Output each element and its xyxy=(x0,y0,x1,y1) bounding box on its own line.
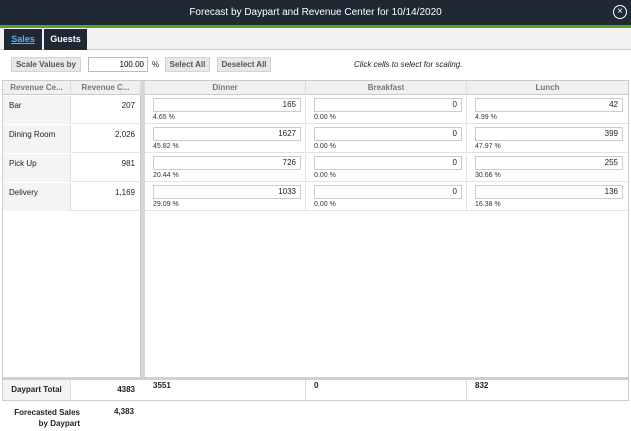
revenue-center-pane: Revenue Ce... Revenue C... Bar 207 Dinin… xyxy=(3,81,141,400)
header-revenue-total[interactable]: Revenue C... xyxy=(71,81,141,95)
deselect-all-button[interactable]: Deselect All xyxy=(217,57,271,72)
scale-value-input[interactable] xyxy=(88,57,148,72)
cell-value[interactable]: 1627 xyxy=(153,127,301,141)
cell-percent: 0.00 % xyxy=(314,143,336,150)
cell-percent: 47.97 % xyxy=(475,143,501,150)
cell-value[interactable]: 0 xyxy=(314,127,462,141)
daypart-cell-breakfast: 0 0.00 % xyxy=(306,183,467,211)
cell-percent: 16.38 % xyxy=(475,201,501,208)
cell-percent: 0.00 % xyxy=(314,114,336,121)
revenue-center-row: Bar 207 xyxy=(3,96,141,124)
cell-value[interactable]: 1033 xyxy=(153,185,301,199)
tab-guests[interactable]: Guests xyxy=(44,29,87,50)
daypart-row: 726 20.44 % 0 0.00 % 255 30.66 % xyxy=(145,154,628,182)
header-lunch[interactable]: Lunch xyxy=(467,81,628,95)
revenue-center-name: Pick Up xyxy=(3,154,71,182)
scale-values-button[interactable]: Scale Values by xyxy=(11,57,81,72)
revenue-center-name: Delivery xyxy=(3,183,71,211)
cell-value[interactable]: 399 xyxy=(475,127,623,141)
cell-value[interactable]: 136 xyxy=(475,185,623,199)
daypart-cell-breakfast: 0 0.00 % xyxy=(306,125,467,153)
total-breakfast: 0 xyxy=(306,380,467,400)
total-dinner: 3551 xyxy=(145,380,306,400)
cell-percent: 45.82 % xyxy=(153,143,179,150)
forecast-footer: Forecasted Sales by Daypart 4,383 xyxy=(2,403,629,430)
daypart-cell-lunch: 42 4.99 % xyxy=(467,96,628,124)
tab-sales[interactable]: Sales xyxy=(4,29,42,50)
window-title: Forecast by Daypart and Revenue Center f… xyxy=(189,7,442,18)
cell-value[interactable]: 0 xyxy=(314,185,462,199)
tab-guests-label: Guests xyxy=(50,34,81,44)
header-breakfast[interactable]: Breakfast xyxy=(306,81,467,95)
cell-percent: 0.00 % xyxy=(314,201,336,208)
percent-label: % xyxy=(152,60,160,69)
revenue-center-name: Bar xyxy=(3,96,71,124)
cell-percent: 4.99 % xyxy=(475,114,497,121)
daypart-cell-breakfast: 0 0.00 % xyxy=(306,154,467,182)
revenue-center-total: 207 xyxy=(121,101,135,110)
cell-percent: 0.00 % xyxy=(314,172,336,179)
cell-percent: 30.66 % xyxy=(475,172,501,179)
daypart-cell-lunch: 136 16.38 % xyxy=(467,183,628,211)
tab-sales-label: Sales xyxy=(11,34,35,44)
cell-value[interactable]: 0 xyxy=(314,98,462,112)
revenue-center-name: Dining Room xyxy=(3,125,71,153)
forecasted-sales-label: Forecasted Sales by Daypart xyxy=(14,408,80,428)
daypart-cell-breakfast: 0 0.00 % xyxy=(306,96,467,124)
accent-bar xyxy=(0,25,631,28)
revenue-center-total: 981 xyxy=(121,159,135,168)
pane-splitter[interactable] xyxy=(141,81,145,400)
header-revenue-center[interactable]: Revenue Ce... xyxy=(3,81,71,95)
scaling-hint: Click cells to select for scaling. xyxy=(354,60,463,69)
forecast-grid: Revenue Ce... Revenue C... Bar 207 Dinin… xyxy=(2,80,629,401)
daypart-cell-dinner: 165 4.65 % xyxy=(145,96,306,124)
tab-bar: Sales Guests xyxy=(0,28,631,50)
close-icon[interactable]: × xyxy=(613,5,627,19)
cell-percent: 20.44 % xyxy=(153,172,179,179)
revenue-center-total: 2,026 xyxy=(114,130,135,139)
revenue-center-row: Dining Room 2,026 xyxy=(3,125,141,153)
daypart-total-label: Daypart Total xyxy=(3,380,71,400)
daypart-total-row: Daypart Total 4383 3551 0 832 xyxy=(3,377,628,400)
cell-value[interactable]: 0 xyxy=(314,156,462,170)
cell-percent: 4.65 % xyxy=(153,114,175,121)
cell-value[interactable]: 726 xyxy=(153,156,301,170)
daypart-cell-dinner: 1627 45.82 % xyxy=(145,125,306,153)
revenue-center-total: 1,169 xyxy=(114,188,135,197)
daypart-row: 1627 45.82 % 0 0.00 % 399 47.97 % xyxy=(145,125,628,153)
cell-value[interactable]: 42 xyxy=(475,98,623,112)
title-bar: Forecast by Daypart and Revenue Center f… xyxy=(0,0,631,25)
daypart-row: 165 4.65 % 0 0.00 % 42 4.99 % xyxy=(145,96,628,124)
scaling-toolbar: Scale Values by % Select All Deselect Al… xyxy=(0,54,631,76)
total-lunch: 832 xyxy=(475,381,489,390)
daypart-row: 1033 29.09 % 0 0.00 % 136 16.38 % xyxy=(145,183,628,211)
daypart-cell-lunch: 399 47.97 % xyxy=(467,125,628,153)
daypart-cell-dinner: 726 20.44 % xyxy=(145,154,306,182)
grand-total-value: 4383 xyxy=(117,385,135,394)
daypart-cell-lunch: 255 30.66 % xyxy=(467,154,628,182)
header-dinner[interactable]: Dinner xyxy=(145,81,306,95)
select-all-button[interactable]: Select All xyxy=(165,57,210,72)
revenue-center-row: Delivery 1,169 xyxy=(3,183,141,211)
cell-percent: 29.09 % xyxy=(153,201,179,208)
revenue-center-row: Pick Up 981 xyxy=(3,154,141,182)
forecasted-sales-value: 4,383 xyxy=(113,407,134,416)
daypart-cell-dinner: 1033 29.09 % xyxy=(145,183,306,211)
daypart-pane: Dinner Breakfast Lunch 165 4.65 % 0 0.00… xyxy=(145,81,628,400)
cell-value[interactable]: 165 xyxy=(153,98,301,112)
cell-value[interactable]: 255 xyxy=(475,156,623,170)
